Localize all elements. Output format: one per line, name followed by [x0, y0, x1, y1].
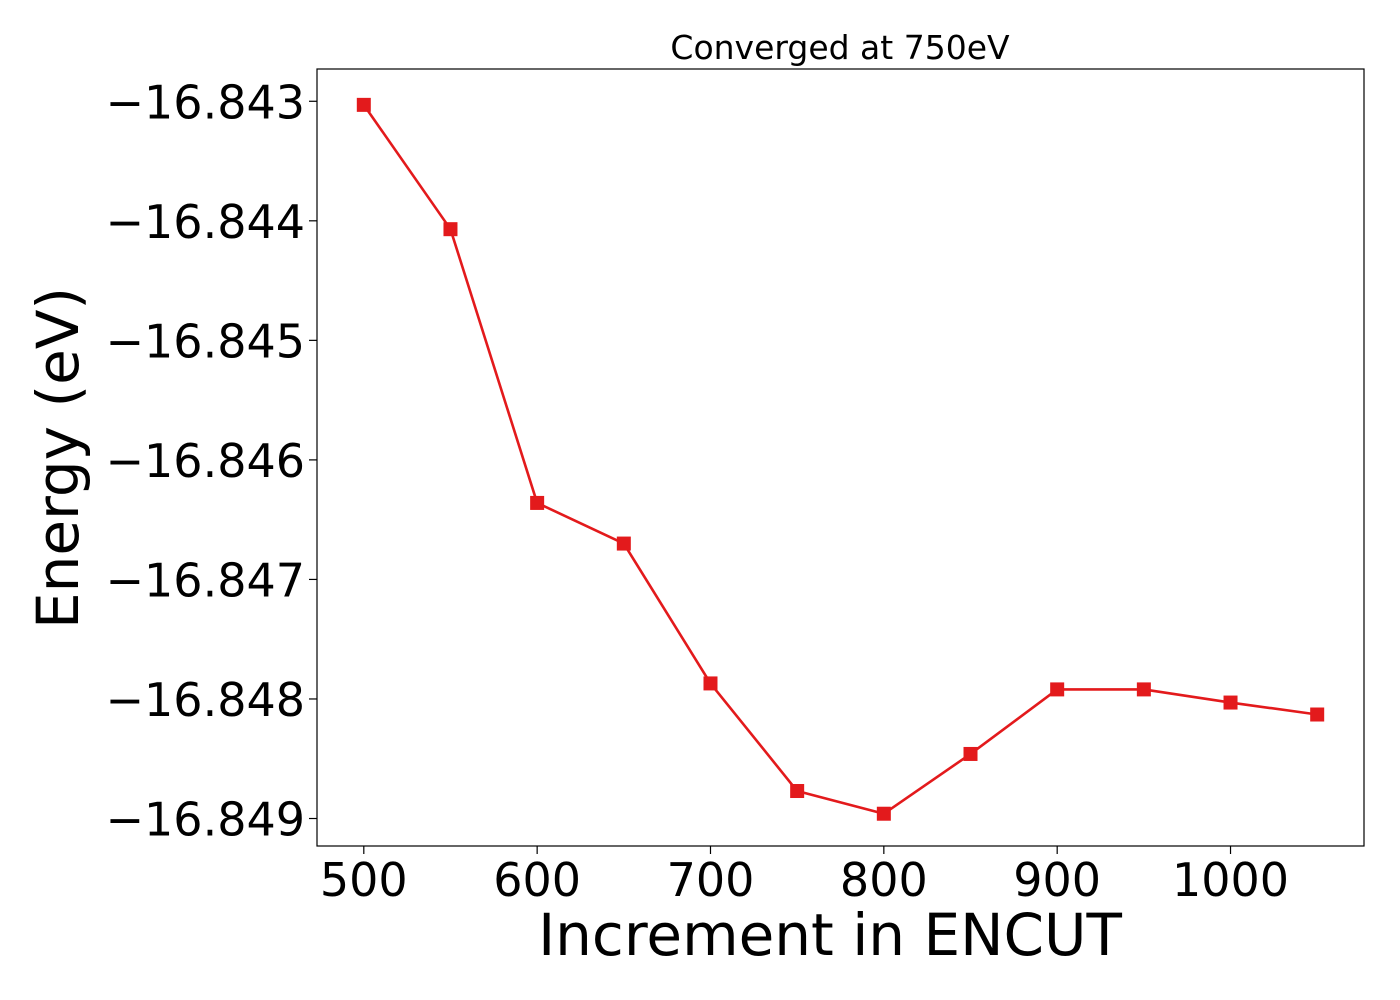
y-axis-title: Energy (eV) — [24, 287, 92, 629]
data-point-marker — [876, 806, 891, 821]
data-point-marker — [1310, 707, 1325, 722]
y-tick-label: −16.845 — [106, 314, 306, 368]
x-tick-label: 1000 — [1172, 853, 1289, 907]
data-point-marker — [616, 536, 631, 551]
y-tick-label: −16.848 — [106, 673, 306, 727]
data-point-marker — [790, 784, 805, 799]
x-tick-label: 700 — [667, 853, 755, 907]
x-tick-label: 900 — [1013, 853, 1101, 907]
chart-title: Converged at 750eV — [670, 28, 1010, 67]
data-point-marker — [1136, 682, 1151, 697]
data-point-marker — [1050, 682, 1065, 697]
data-point-marker — [443, 222, 458, 237]
data-point-marker — [530, 495, 545, 510]
data-point-marker — [703, 676, 718, 691]
y-tick-label: −16.847 — [106, 553, 306, 607]
y-tick-label: −16.844 — [106, 195, 306, 249]
data-point-marker — [356, 97, 371, 112]
x-axis: 500 600 700 800 900 1000 — [320, 846, 1289, 907]
y-tick-label: −16.843 — [106, 75, 306, 129]
series-energy — [356, 97, 1325, 821]
x-axis-title: Increment in ENCUT — [538, 901, 1122, 969]
plot-area — [316, 68, 1365, 847]
x-tick-label: 600 — [493, 853, 581, 907]
y-tick-label: −16.849 — [106, 793, 306, 847]
data-point-marker — [963, 746, 978, 761]
x-tick-label: 500 — [320, 853, 408, 907]
data-point-marker — [1223, 695, 1238, 710]
x-tick-label: 800 — [840, 853, 928, 907]
y-tick-label: −16.846 — [106, 434, 306, 488]
y-axis: −16.849 −16.848 −16.847 −16.846 −16.845 −16.8… — [106, 75, 317, 847]
series-line — [362, 104, 1318, 816]
